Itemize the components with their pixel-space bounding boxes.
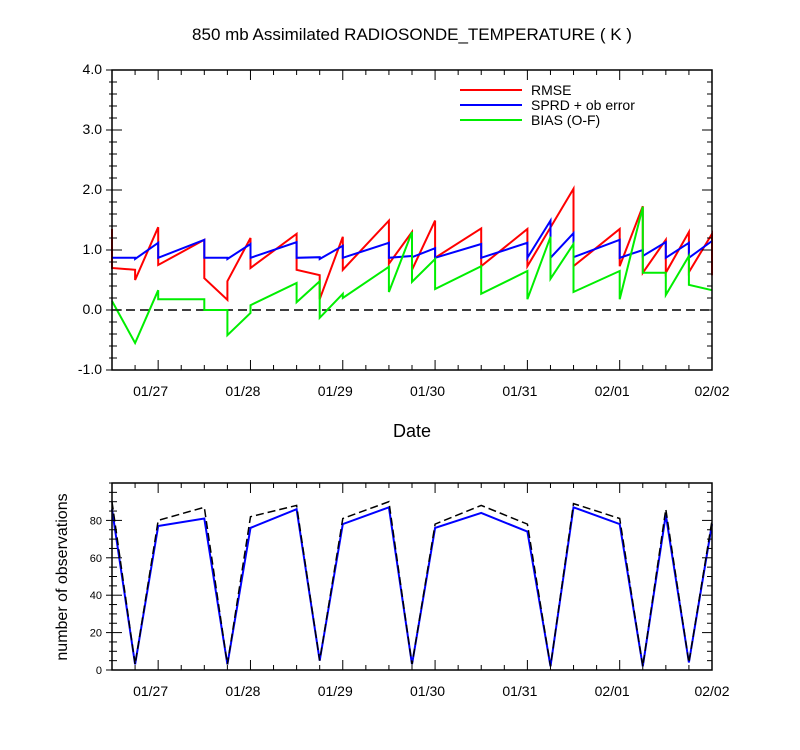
x-tick-label: 01/29: [318, 683, 353, 699]
bottom-plot-frame: [111, 482, 713, 671]
y-tick-label: 40: [90, 590, 102, 602]
y-tick-label: 80: [90, 515, 102, 527]
x-tick-label: 01/30: [410, 383, 445, 399]
x-tick-label: 01/27: [133, 683, 168, 699]
bottom-panel: 0 20 40 60 80 01/27 01/28 01/29 01/30 01/31 02/01 0…: [54, 482, 730, 699]
legend-label-bias-o-f: BIAS (O-F): [531, 112, 600, 128]
legend-label-sprd-ob-error: SPRD + ob error: [531, 97, 635, 113]
y-tick-label: 1.0: [83, 241, 103, 257]
top-plot-area: [111, 185, 713, 346]
x-tick-label: 01/27: [133, 383, 168, 399]
x-tick-label: 01/31: [502, 383, 537, 399]
x-tick-label: 02/02: [694, 383, 729, 399]
x-tick-label: 02/02: [694, 683, 729, 699]
y-tick-label: 0.0: [83, 301, 103, 317]
x-tick-label: 01/28: [225, 383, 260, 399]
y-tick-label: 3.0: [83, 121, 103, 137]
y-tick-label: 4.0: [83, 61, 103, 77]
y-tick-label: 2.0: [83, 181, 103, 197]
y-tick-label: -1.0: [78, 361, 102, 377]
bottom-plot-area: [111, 500, 713, 667]
x-tick-label: 02/01: [595, 383, 630, 399]
top-plot-frame: [111, 69, 713, 371]
y-tick-label: 20: [90, 628, 102, 640]
x-tick-label: 01/30: [410, 683, 445, 699]
x-tick-label: 01/31: [502, 683, 537, 699]
x-tick-label: 01/29: [318, 383, 353, 399]
y-tick-label: 0: [96, 665, 102, 677]
x-tick-label: 02/01: [595, 683, 630, 699]
series-line-observations-possible: [111, 500, 713, 667]
top-panel: 850 mb Assimilated RADIOSONDE_TEMPERATUR…: [78, 25, 730, 441]
x-axis-label: Date: [393, 421, 431, 441]
series-line-bias-o-f: [111, 206, 713, 346]
y-axis-label: number of observations: [54, 493, 71, 660]
legend-label-rmse: RMSE: [531, 82, 571, 98]
x-tick-label: 01/28: [225, 683, 260, 699]
y-tick-label: 60: [90, 553, 102, 565]
chart-title: 850 mb Assimilated RADIOSONDE_TEMPERATUR…: [192, 25, 632, 44]
top-axes: -1.0 0.0 1.0 2.0 3.0 4.0 01/27 01/28 01/29 01/30 0…: [78, 61, 730, 399]
bottom-axes: 0 20 40 60 80 01/27 01/28 01/29 01/30 01/31 02/01 0…: [90, 482, 730, 699]
